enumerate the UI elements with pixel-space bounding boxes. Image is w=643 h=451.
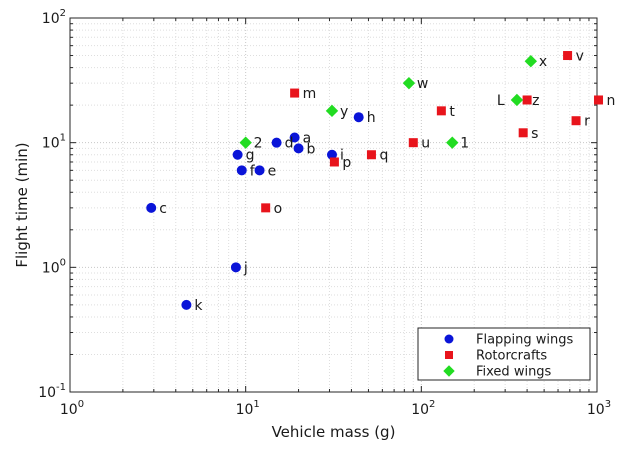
data-point-label: h bbox=[367, 110, 376, 126]
data-point bbox=[325, 104, 339, 118]
plot-frame bbox=[69, 17, 598, 393]
data-point bbox=[236, 165, 247, 176]
data-point-label: n bbox=[607, 93, 616, 109]
y-tick-label: 10-1 bbox=[38, 382, 66, 401]
legend-marker bbox=[444, 334, 454, 344]
data-point-label: a bbox=[303, 131, 312, 147]
data-point-label: f bbox=[250, 163, 256, 179]
data-point bbox=[326, 149, 337, 160]
data-point bbox=[146, 202, 157, 213]
data-point bbox=[230, 262, 241, 273]
data-point-label: d bbox=[285, 136, 294, 152]
data-point bbox=[232, 149, 243, 160]
data-point bbox=[353, 112, 364, 123]
data-point bbox=[181, 299, 192, 310]
legend-marker bbox=[443, 365, 455, 377]
legend-entry-label: Fixed wings bbox=[476, 365, 552, 380]
data-point-label: v bbox=[576, 49, 584, 65]
legend-marker bbox=[445, 351, 453, 359]
grid bbox=[70, 18, 597, 392]
data-point-label: b bbox=[307, 141, 316, 157]
data-point-label: c bbox=[159, 201, 167, 217]
data-point bbox=[518, 128, 528, 138]
data-point bbox=[293, 143, 304, 154]
data-point-label: i bbox=[340, 148, 344, 164]
x-tick-label: 102 bbox=[411, 399, 435, 418]
data-point bbox=[594, 95, 604, 105]
data-point-label: k bbox=[194, 298, 203, 314]
data-point bbox=[402, 76, 416, 90]
data-point bbox=[329, 157, 339, 167]
data-point bbox=[366, 150, 376, 160]
data-point-label: u bbox=[421, 136, 430, 152]
data-point bbox=[446, 136, 459, 149]
data-point bbox=[563, 51, 573, 61]
data-point bbox=[271, 137, 282, 148]
data-point-label: z bbox=[532, 93, 539, 109]
data-point-label: q bbox=[379, 148, 388, 164]
y-tick-label: 100 bbox=[42, 257, 66, 276]
data-point-label: e bbox=[268, 163, 277, 179]
data-point-label: o bbox=[274, 201, 283, 217]
data-point bbox=[239, 136, 252, 149]
data-point-label: L bbox=[497, 93, 505, 109]
data-point bbox=[571, 116, 581, 126]
y-tick-label: 101 bbox=[42, 133, 66, 152]
data-point bbox=[436, 106, 446, 116]
data-point bbox=[254, 165, 265, 176]
data-point-label: j bbox=[243, 260, 248, 276]
data-point-label: t bbox=[449, 104, 455, 120]
data-point bbox=[510, 93, 524, 107]
data-point-label: x bbox=[539, 54, 547, 70]
data-point bbox=[261, 203, 271, 213]
data-point bbox=[522, 95, 532, 105]
x-tick-label: 100 bbox=[60, 399, 84, 418]
data-point-label: s bbox=[531, 126, 538, 142]
data-point-label: r bbox=[584, 114, 590, 130]
data-point-label: p bbox=[342, 155, 351, 171]
data-point-label: w bbox=[417, 76, 428, 92]
data-point-label: g bbox=[246, 148, 255, 164]
x-tick-label: 101 bbox=[236, 399, 260, 418]
data-point bbox=[408, 138, 418, 148]
x-axis-title: Vehicle mass (g) bbox=[272, 423, 396, 441]
series-fixed-wings: 2 y w 1 Lx bbox=[239, 54, 547, 152]
legend-entry-label: Rotorcrafts bbox=[476, 349, 547, 364]
data-point-label: 2 bbox=[254, 136, 263, 152]
series-rotorcrafts: m o p q u t s z v r n bbox=[261, 49, 615, 217]
data-point-label: y bbox=[340, 104, 348, 120]
y-tick-label: 102 bbox=[42, 8, 66, 27]
x-tick-label: 103 bbox=[587, 399, 611, 418]
data-point bbox=[290, 88, 300, 98]
legend-entry-label: Flapping wings bbox=[476, 333, 574, 348]
data-point-label: m bbox=[303, 86, 317, 102]
y-axis-title: Flight time (min) bbox=[13, 142, 31, 267]
data-point bbox=[524, 55, 538, 68]
data-point-label: 1 bbox=[460, 136, 469, 152]
data-point bbox=[289, 132, 300, 143]
